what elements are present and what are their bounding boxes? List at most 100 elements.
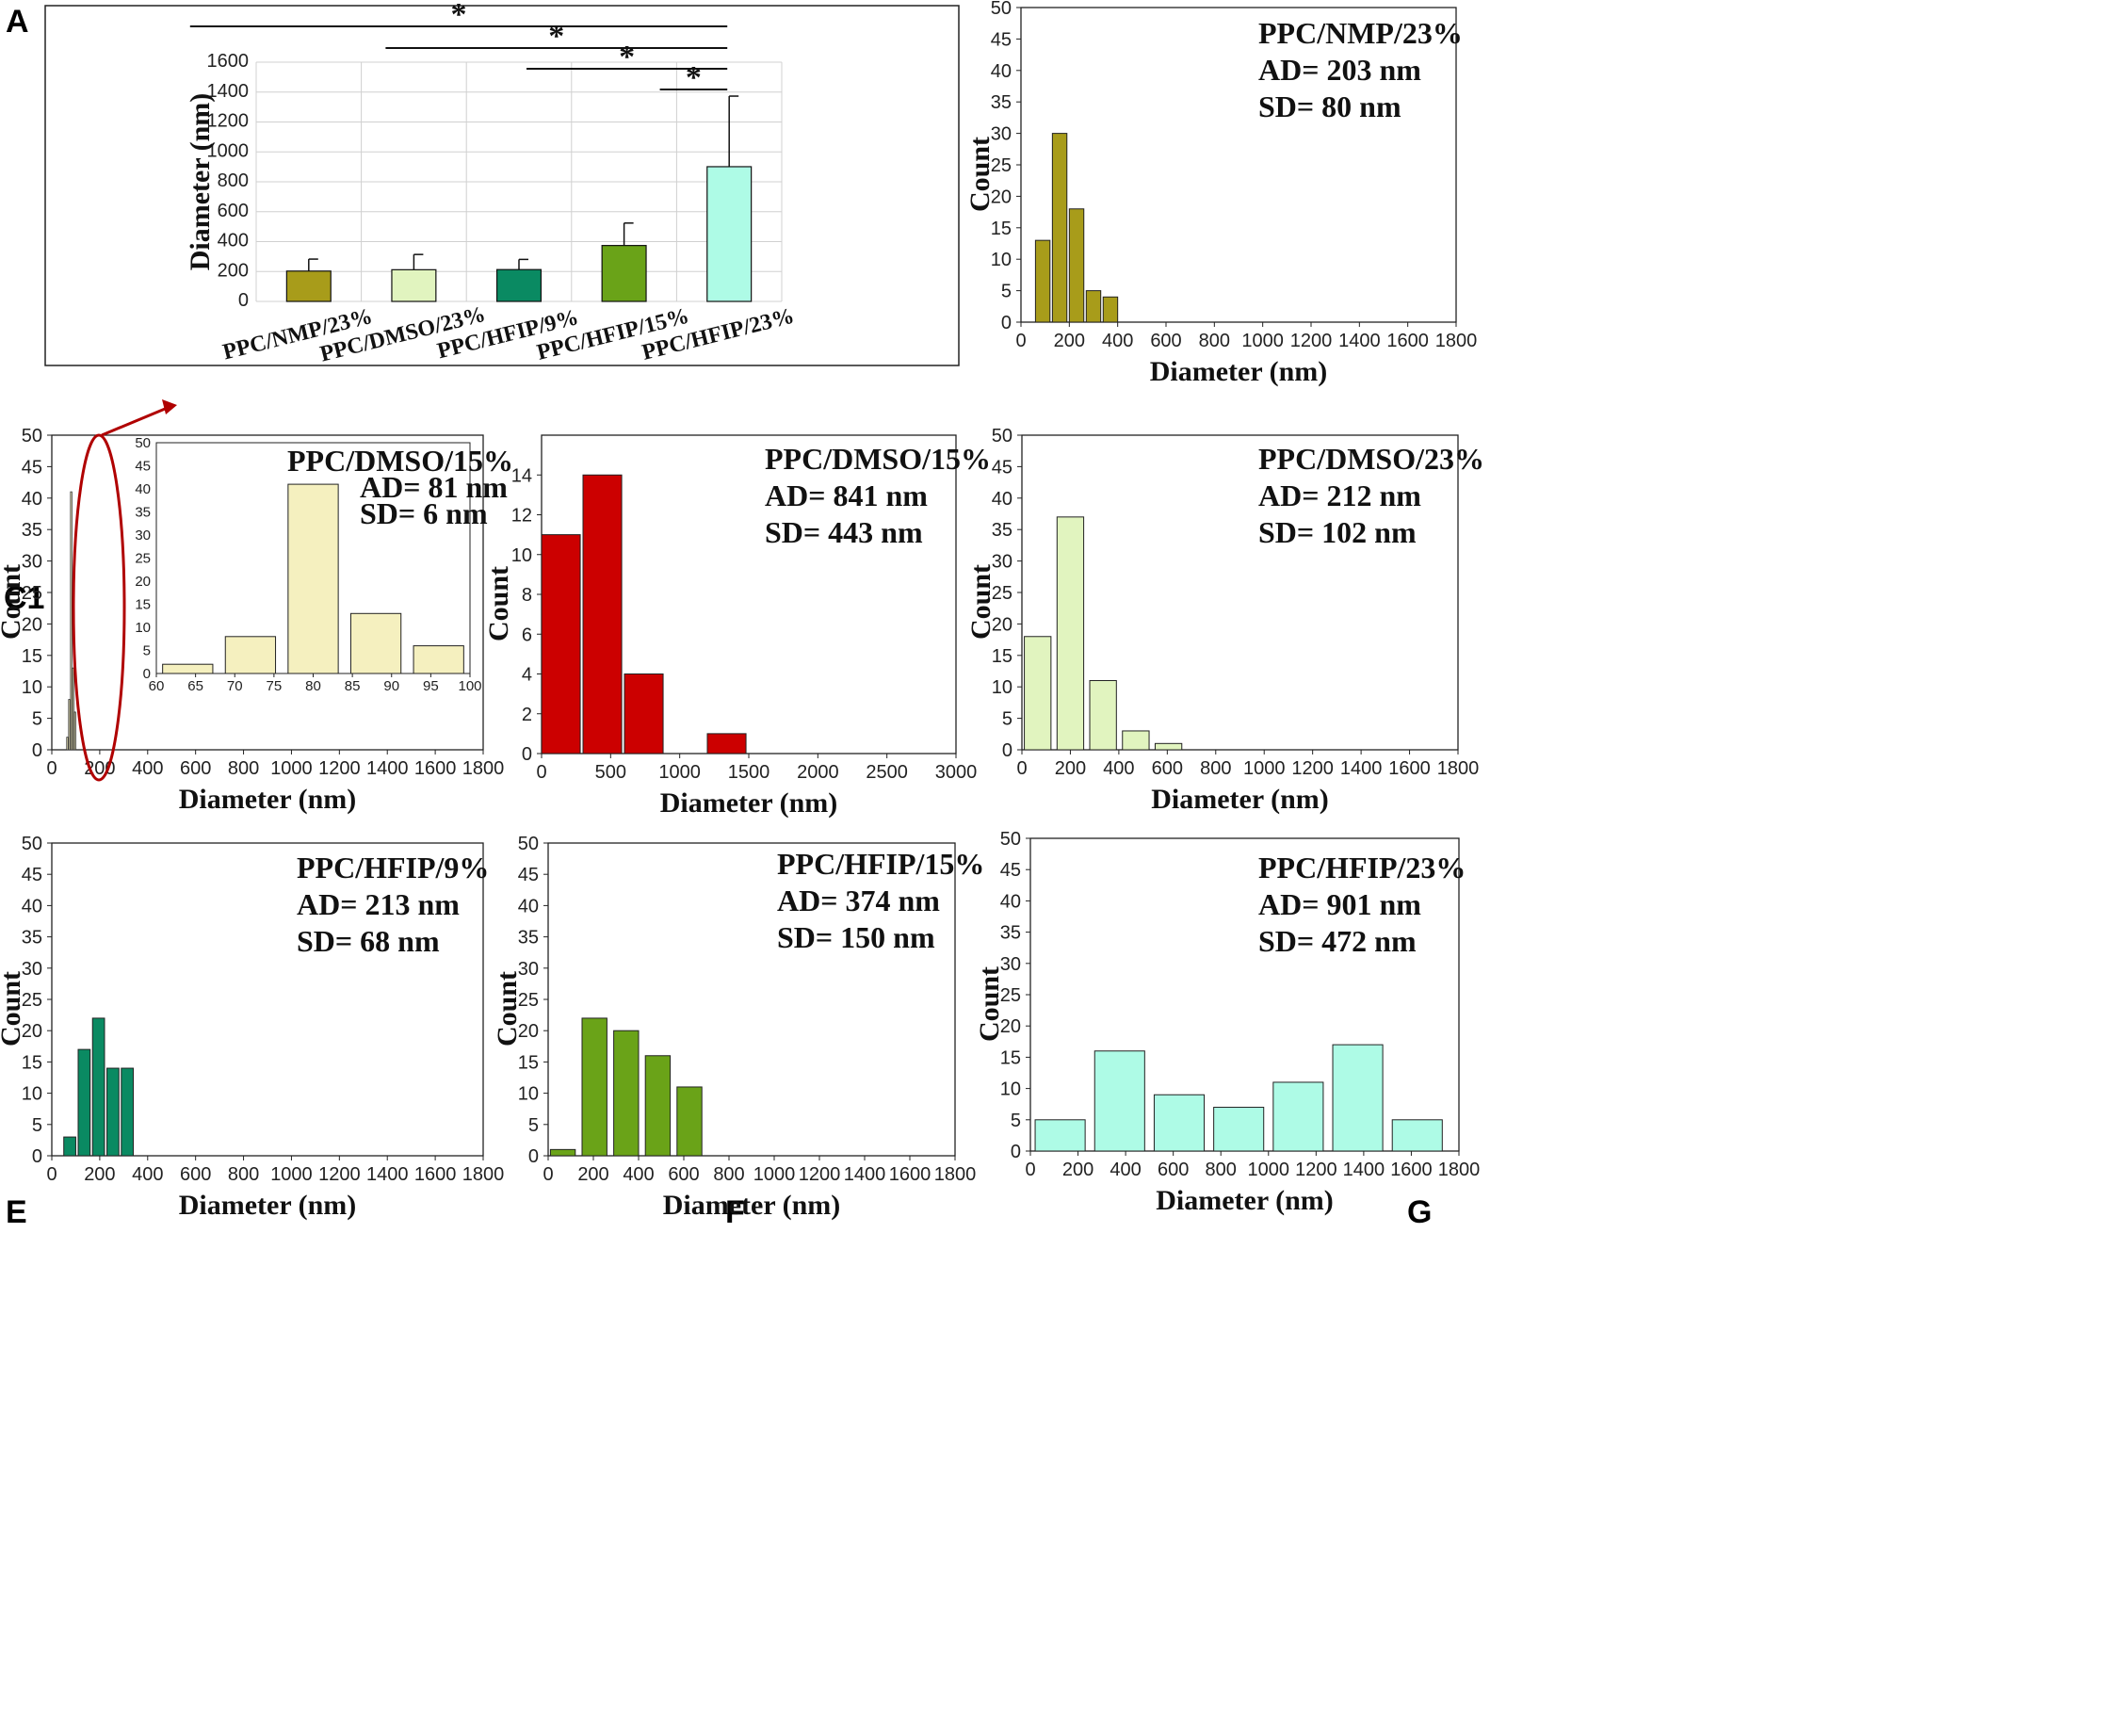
d-x-tick-label: 1400	[1340, 758, 1383, 779]
e-y-tick-label: 25	[22, 990, 42, 1011]
g-y-tick-label: 20	[1000, 1016, 1021, 1037]
c2-bar-1	[541, 534, 581, 754]
c2-x-axis-title: Diameter (nm)	[660, 787, 838, 819]
d-y-tick-label: 50	[992, 426, 1012, 446]
c1-y-tick-label: 35	[22, 520, 42, 541]
a-y-tick-label: 400	[218, 231, 249, 251]
g-x-tick-label: 200	[1062, 1160, 1093, 1180]
c1-inset-x-tick-label: 100	[458, 678, 481, 694]
b-x-tick-label: 1200	[1290, 331, 1333, 351]
a-significance-star: *	[451, 0, 467, 32]
c2-y-tick-label: 0	[522, 744, 532, 765]
b-y-tick-label: 0	[1001, 313, 1012, 333]
c1-inset-y-tick-label: 45	[135, 459, 151, 475]
c1-inset-y-tick-label: 50	[135, 435, 151, 451]
c1-x-axis-title: Diameter (nm)	[179, 784, 357, 815]
e-y-axis-title: Count	[0, 971, 26, 1046]
f-bar-4	[644, 1055, 672, 1157]
g-x-tick-label: 1800	[1438, 1160, 1481, 1180]
a-y-tick-label: 1200	[207, 111, 250, 132]
g-bar-1	[1034, 1119, 1086, 1152]
panel-label-a: A	[6, 4, 29, 40]
c2-bar-3	[624, 673, 664, 754]
b-x-axis-title: Diameter (nm)	[1150, 356, 1328, 387]
b-y-tick-label: 20	[991, 187, 1012, 207]
e-bar-5	[121, 1067, 135, 1157]
c1-x-tick-label: 1800	[462, 758, 505, 779]
d-bar-4	[1122, 730, 1150, 751]
g-x-tick-label: 800	[1206, 1160, 1237, 1180]
e-bar-2	[77, 1048, 91, 1157]
g-x-tick-label: 400	[1110, 1160, 1141, 1180]
c2-y-tick-label: 14	[511, 465, 532, 486]
panel-label-f: F	[725, 1194, 745, 1230]
c1-y-tick-label: 10	[22, 677, 42, 698]
d-x-tick-label: 0	[1016, 758, 1027, 779]
b-y-axis-title: Count	[964, 137, 996, 212]
c2-y-tick-label: 10	[511, 545, 532, 566]
f-y-tick-label: 5	[528, 1115, 539, 1136]
d-y-tick-label: 40	[992, 489, 1012, 510]
e-annotation-line: SD= 68 nm	[297, 924, 440, 958]
b-y-tick-label: 10	[991, 250, 1012, 270]
c1-y-tick-label: 40	[22, 489, 42, 510]
b-x-tick-label: 0	[1015, 331, 1026, 351]
b-x-tick-label: 1400	[1338, 331, 1381, 351]
c1-inset-x-tick-label: 85	[345, 678, 361, 694]
f-x-tick-label: 1000	[753, 1164, 796, 1185]
d-y-tick-label: 5	[1002, 709, 1012, 730]
b-x-tick-label: 400	[1102, 331, 1133, 351]
b-bar-4	[1085, 290, 1102, 323]
g-bar-2	[1093, 1050, 1145, 1152]
c1-bar-4	[72, 667, 74, 751]
e-y-tick-label: 15	[22, 1052, 42, 1073]
e-bar-3	[91, 1017, 105, 1157]
d-annotation-line: PPC/DMSO/23%	[1258, 442, 1484, 476]
b-bar-5	[1102, 296, 1119, 323]
g-bar-5	[1272, 1081, 1324, 1152]
f-y-tick-label: 40	[518, 896, 539, 917]
c2-y-tick-label: 4	[522, 665, 532, 686]
a-bar-1	[285, 270, 332, 302]
c1-inset-x-tick-label: 65	[187, 678, 203, 694]
c2-x-tick-label: 2000	[797, 762, 839, 783]
d-annotation-line: SD= 102 nm	[1258, 515, 1417, 549]
e-annotation-line: PPC/HFIP/9%	[297, 851, 489, 884]
b-x-tick-label: 800	[1199, 331, 1230, 351]
c2-annotation-line: SD= 443 nm	[765, 515, 923, 549]
f-bar-2	[581, 1017, 607, 1157]
c2-x-tick-label: 1000	[658, 762, 701, 783]
c2-x-tick-label: 0	[536, 762, 546, 783]
c1-inset-x-tick-label: 75	[267, 678, 283, 694]
c2-bar-4	[706, 733, 747, 754]
b-y-tick-label: 15	[991, 219, 1012, 239]
d-bar-3	[1089, 680, 1117, 751]
c1-annotation-line: AD= 81 nm	[360, 470, 508, 504]
c2-y-tick-label: 2	[522, 705, 532, 725]
c1-inset-x-tick-label: 70	[227, 678, 243, 694]
f-x-tick-label: 1800	[934, 1164, 977, 1185]
b-y-tick-label: 30	[991, 124, 1012, 145]
c1-y-tick-label: 50	[22, 426, 42, 446]
d-x-tick-label: 200	[1055, 758, 1086, 779]
d-x-tick-label: 1000	[1243, 758, 1286, 779]
d-x-tick-label: 600	[1152, 758, 1183, 779]
g-y-tick-label: 40	[1000, 891, 1021, 912]
f-y-tick-label: 50	[518, 834, 539, 854]
a-bar-5	[706, 166, 753, 302]
e-y-tick-label: 30	[22, 959, 42, 980]
g-bar-4	[1213, 1107, 1265, 1152]
c1-inset-x-tick-label: 90	[383, 678, 399, 694]
a-y-tick-label: 800	[218, 170, 249, 191]
b-y-tick-label: 50	[991, 0, 1012, 19]
c1-bar-1	[66, 737, 69, 751]
g-y-tick-label: 15	[1000, 1047, 1021, 1068]
e-bar-1	[63, 1136, 76, 1157]
f-x-axis-title: Diameter (nm)	[663, 1190, 841, 1221]
c1-annotation-line: SD= 6 nm	[360, 496, 488, 530]
a-significance-star: *	[548, 19, 564, 54]
c2-x-tick-label: 500	[595, 762, 626, 783]
f-y-tick-label: 30	[518, 959, 539, 980]
e-x-tick-label: 200	[84, 1164, 115, 1185]
f-x-tick-label: 1200	[799, 1164, 841, 1185]
